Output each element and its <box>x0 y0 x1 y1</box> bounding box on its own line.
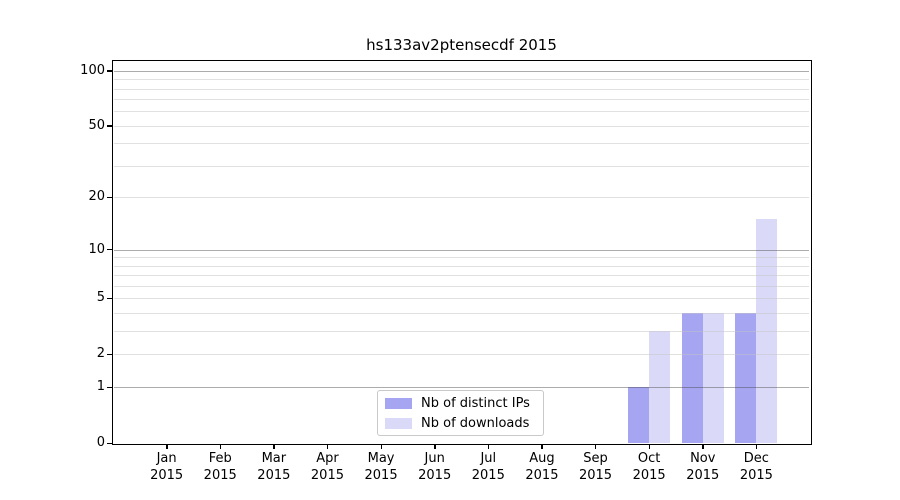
legend-swatch-downloads <box>385 417 412 429</box>
x-tick-year: 2015 <box>739 468 773 483</box>
y-gridline-minor <box>114 111 809 113</box>
x-tick-year: 2015 <box>578 468 613 483</box>
bar-downloads <box>756 219 778 443</box>
y-gridline-major <box>114 249 809 251</box>
y-axis-tick-label: 10 <box>88 241 105 257</box>
x-tick-year: 2015 <box>686 468 720 483</box>
x-tick-month: Aug <box>529 451 555 466</box>
x-tick-year: 2015 <box>418 468 452 483</box>
y-gridline-minor <box>114 99 809 101</box>
x-axis-tick-label: Oct 2015 <box>633 450 666 484</box>
x-tick-mark <box>755 444 758 449</box>
y-gridline-minor <box>114 298 809 300</box>
y-gridline-major <box>114 387 809 389</box>
x-tick-mark <box>541 444 543 449</box>
x-tick-month: Jun <box>424 451 445 466</box>
x-tick-month: Oct <box>637 451 661 466</box>
y-gridline-minor <box>114 197 809 199</box>
x-tick-month: Feb <box>208 451 232 466</box>
x-tick-month: May <box>367 451 395 466</box>
x-tick-mark <box>595 444 597 449</box>
x-tick-month: Jul <box>480 451 497 466</box>
x-tick-month: Mar <box>261 451 287 466</box>
y-gridline-minor <box>114 88 809 90</box>
x-axis-tick-label: Nov 2015 <box>686 450 719 484</box>
bar-distinct-ips <box>735 313 757 443</box>
x-axis-tick-label: Aug 2015 <box>525 450 558 484</box>
x-tick-year: 2015 <box>471 468 505 483</box>
y-tick-mark <box>107 249 112 251</box>
legend-label-downloads: Nb of downloads <box>421 415 530 431</box>
y-gridline-minor <box>114 166 809 168</box>
y-axis-tick-label: 1 <box>96 379 105 395</box>
x-axis-tick-label: Sep 2015 <box>579 450 612 484</box>
y-tick-mark <box>107 70 112 72</box>
x-tick-year: 2015 <box>150 468 184 483</box>
y-gridline-major <box>114 70 809 72</box>
y-tick-mark <box>107 442 112 444</box>
y-gridline-minor <box>114 265 809 267</box>
x-tick-year: 2015 <box>310 468 344 483</box>
x-tick-mark <box>326 444 329 449</box>
legend-item-distinct-ips: Nb of distinct IPs <box>385 395 543 412</box>
y-tick-mark <box>107 353 112 356</box>
x-tick-mark <box>702 444 704 449</box>
y-gridline-minor <box>114 79 809 81</box>
x-axis-tick-label: Dec 2015 <box>740 450 773 484</box>
y-gridline-minor <box>114 125 809 127</box>
x-tick-month: Nov <box>690 451 716 466</box>
y-tick-mark <box>107 196 112 199</box>
x-tick-year: 2015 <box>364 468 398 483</box>
x-tick-month: Jan <box>156 451 177 466</box>
y-gridline-minor <box>114 313 809 315</box>
x-axis-tick-label: Feb 2015 <box>204 450 237 484</box>
x-tick-month: Sep <box>583 451 608 466</box>
y-gridline-minor <box>114 354 809 356</box>
legend: Nb of distinct IPs Nb of downloads <box>377 390 544 436</box>
x-axis-tick-label: Jul 2015 <box>472 450 505 484</box>
y-axis-tick-label: 0 <box>96 435 105 451</box>
x-axis-tick-label: May 2015 <box>365 450 398 484</box>
x-tick-mark <box>166 444 168 449</box>
legend-item-downloads: Nb of downloads <box>385 415 543 432</box>
y-axis-tick-label: 5 <box>96 290 105 306</box>
bar-downloads <box>649 331 671 443</box>
x-tick-mark <box>434 444 436 449</box>
x-tick-mark <box>273 444 275 449</box>
y-gridline-minor <box>114 331 809 333</box>
y-gridline-minor <box>114 143 809 145</box>
bar-downloads <box>702 313 724 443</box>
y-tick-mark <box>107 297 112 300</box>
y-axis-tick-label: 50 <box>88 118 105 134</box>
y-axis-tick-label: 20 <box>88 189 105 205</box>
chart-title: hs133av2ptensecdf 2015 <box>366 36 557 54</box>
y-tick-mark <box>107 125 112 127</box>
x-tick-month: Dec <box>743 451 769 466</box>
x-axis-tick-label: Apr 2015 <box>311 450 344 484</box>
x-tick-year: 2015 <box>203 468 237 483</box>
y-axis-tick-label: 100 <box>80 62 105 78</box>
y-gridline-minor <box>114 275 809 277</box>
x-axis-tick-label: Mar 2015 <box>257 450 290 484</box>
legend-swatch-distinct-ips <box>385 397 412 409</box>
y-axis-tick-label: 2 <box>96 346 105 362</box>
y-tick-mark <box>107 386 112 388</box>
x-tick-mark <box>380 444 382 449</box>
x-tick-mark <box>648 444 651 449</box>
y-gridline-minor <box>114 286 809 288</box>
x-tick-year: 2015 <box>632 468 666 483</box>
x-tick-year: 2015 <box>257 468 291 483</box>
y-gridline-minor <box>114 257 809 259</box>
legend-label-distinct-ips: Nb of distinct IPs <box>421 395 530 411</box>
bar-distinct-ips <box>628 387 650 443</box>
bar-distinct-ips <box>681 313 703 443</box>
x-tick-mark <box>219 444 222 449</box>
x-tick-month: Apr <box>316 451 339 466</box>
x-tick-year: 2015 <box>525 468 559 483</box>
x-axis-tick-label: Jan 2015 <box>150 450 183 484</box>
x-axis-tick-label: Jun 2015 <box>418 450 451 484</box>
x-tick-mark <box>487 444 490 449</box>
